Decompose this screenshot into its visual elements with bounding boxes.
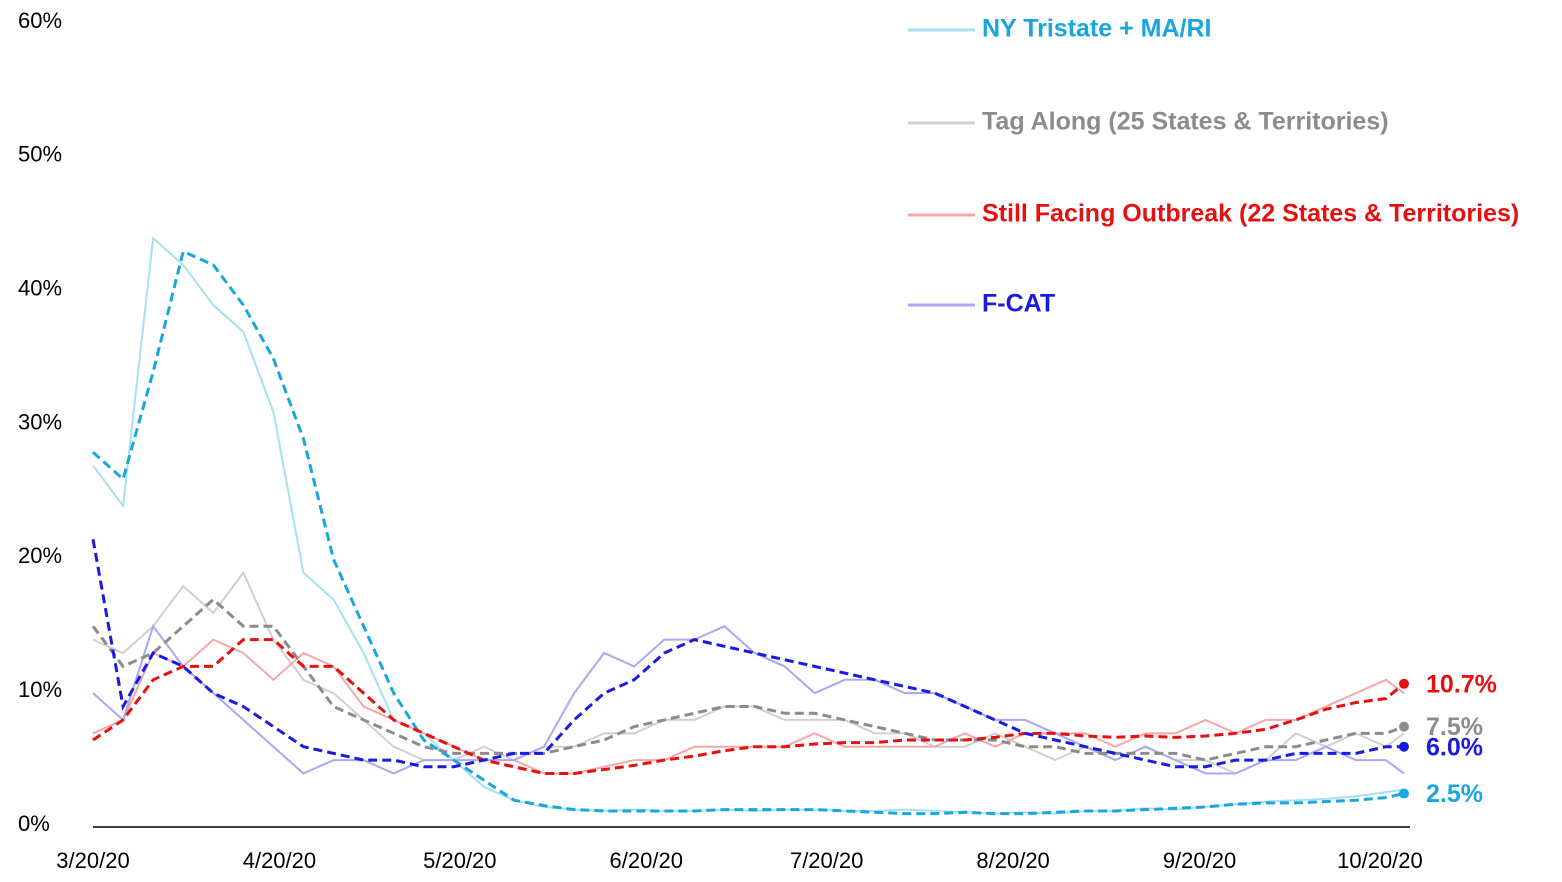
daily-line [92,624,1405,775]
average-line [91,597,1405,762]
x-tick-label: 4/20/20 [243,848,316,873]
x-tick-label: 5/20/20 [423,848,496,873]
y-tick-label: 60% [18,8,62,33]
end-label: 10.7% [1426,670,1497,698]
x-tick-label: 9/20/20 [1163,848,1236,873]
end-label: 2.5% [1426,780,1483,808]
y-tick-label: 0% [18,811,50,836]
y-tick-label: 20% [18,543,62,568]
x-tick-label: 6/20/20 [610,848,683,873]
y-tick-label: 10% [18,677,62,702]
x-tick-label: 3/20/20 [56,848,129,873]
end-label: 6.0% [1426,733,1483,761]
end-point [1398,788,1409,799]
legend-label: Tag Along (25 States & Territories) [982,108,1389,136]
legend-label: Still Facing Outbreak (22 States & Terri… [982,200,1519,228]
y-tick-label: 40% [18,275,62,300]
average-line [92,249,1405,816]
x-tick-label: 8/20/20 [976,848,1049,873]
end-label: 7.5% [1426,713,1483,741]
average-line [92,638,1405,775]
x-tick-label: 7/20/20 [790,848,863,873]
daily-line [92,570,1405,775]
average-line [91,538,1404,769]
legend-label: F-CAT [982,290,1055,318]
end-point [1398,678,1409,689]
legend-label: NY Tristate + MA/RI [982,15,1211,43]
end-point [1398,721,1409,732]
y-tick-label: 30% [18,409,62,434]
daily-line [92,236,1405,815]
y-tick-label: 50% [18,142,62,167]
end-point [1398,741,1409,752]
x-tick-label: 10/20/20 [1337,848,1423,873]
